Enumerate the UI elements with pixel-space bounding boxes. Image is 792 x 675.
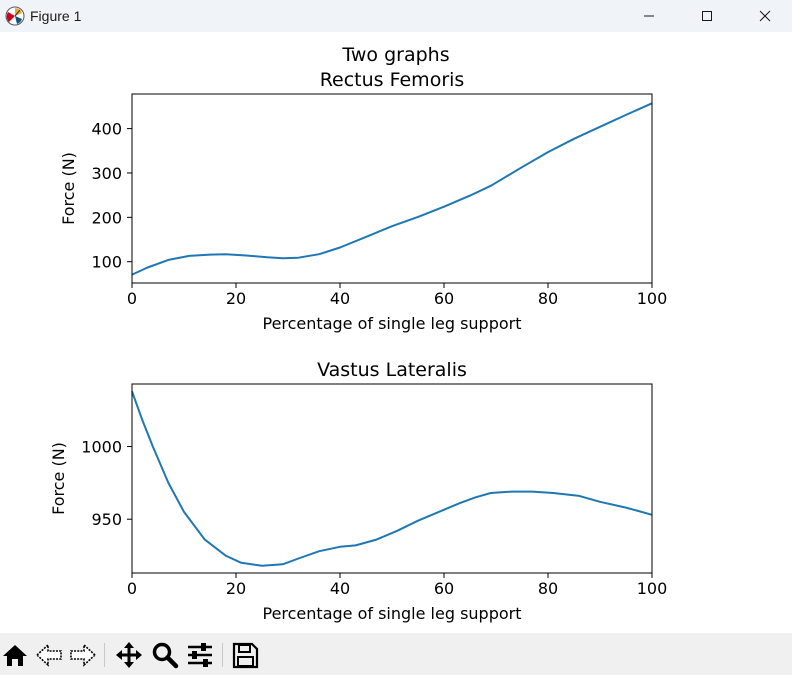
axes-frame [131, 93, 653, 284]
minimize-button[interactable] [626, 0, 672, 32]
y-axis-label: Force (N) [59, 152, 78, 225]
y-tick-label: 300 [91, 164, 122, 183]
y-axis-label: Force (N) [49, 442, 68, 515]
configure-subplots-button[interactable] [185, 641, 215, 669]
x-tick-label: 20 [226, 289, 246, 308]
figure-canvas[interactable]: Two graphs Rectus Femoris 0 20 40 60 80 100 100 2… [0, 32, 792, 633]
x-tick-label: 40 [330, 289, 350, 308]
forward-icon [70, 643, 97, 667]
toolbar-separator [222, 643, 223, 667]
navigation-toolbar [0, 633, 792, 675]
pan-button[interactable] [114, 641, 144, 669]
y-tick-label: 200 [91, 208, 122, 227]
axes-frame [131, 383, 653, 574]
axes-title: Rectus Femoris [320, 69, 465, 91]
x-tick-label: 100 [637, 289, 668, 308]
x-axis-label: Percentage of single leg support [262, 604, 521, 623]
x-tick-label: 20 [226, 579, 246, 598]
x-tick-label: 0 [127, 289, 137, 308]
configure-subplots-icon [188, 643, 212, 667]
forward-button[interactable] [68, 641, 98, 669]
zoom-icon [152, 642, 179, 669]
window-titlebar: Figure 1 [0, 0, 792, 32]
x-tick-label: 40 [330, 579, 350, 598]
x-tick-label: 100 [637, 579, 668, 598]
maximize-icon [702, 11, 712, 21]
window-title: Figure 1 [30, 8, 82, 24]
series-line [131, 102, 653, 276]
close-button[interactable] [742, 0, 788, 32]
zoom-button[interactable] [150, 641, 180, 669]
back-icon [35, 643, 62, 667]
home-button[interactable] [0, 641, 30, 669]
x-tick-label: 80 [538, 289, 558, 308]
x-tick-label: 60 [434, 289, 454, 308]
y-tick-label: 100 [91, 253, 122, 272]
y-tick-label: 1000 [81, 438, 122, 457]
save-button[interactable] [230, 641, 260, 669]
save-icon [232, 642, 259, 669]
axes-title: Vastus Lateralis [317, 359, 467, 381]
figure-svg: Two graphs Rectus Femoris 0 20 40 60 80 100 100 2… [49, 44, 668, 623]
back-button[interactable] [34, 641, 64, 669]
minimize-icon [644, 15, 654, 17]
close-icon [759, 10, 771, 22]
y-tick-label: 950 [91, 510, 122, 529]
x-tick-label: 60 [434, 579, 454, 598]
toolbar-separator [104, 643, 105, 667]
y-tick-label: 400 [91, 120, 122, 139]
x-axis-label: Percentage of single leg support [262, 314, 521, 333]
matplotlib-logo-icon [5, 6, 25, 26]
x-tick-label: 0 [127, 579, 137, 598]
series-line [131, 390, 653, 567]
figure-suptitle: Two graphs [341, 44, 449, 66]
x-tick-label: 80 [538, 579, 558, 598]
maximize-button[interactable] [684, 0, 730, 32]
pan-icon [116, 642, 142, 668]
home-icon [3, 645, 27, 666]
